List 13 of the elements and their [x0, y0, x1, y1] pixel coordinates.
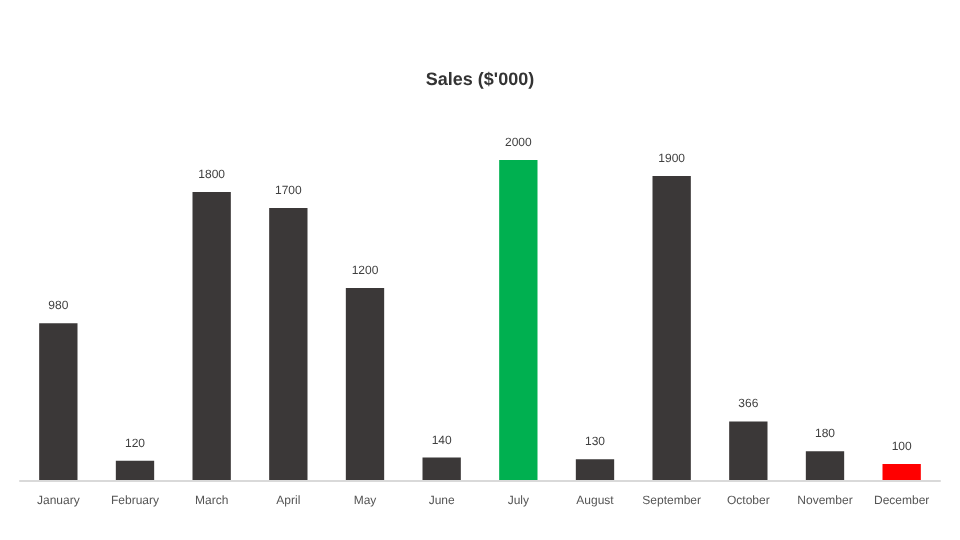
bar — [345, 288, 385, 480]
bar — [729, 421, 768, 480]
bar — [115, 460, 155, 480]
bar — [575, 459, 615, 480]
chart-title: Sales ($'000) — [425, 69, 535, 89]
bar — [805, 451, 845, 480]
bar — [499, 160, 538, 480]
bar — [422, 457, 461, 480]
bar — [652, 176, 691, 480]
bar — [269, 208, 308, 480]
bar — [192, 192, 231, 480]
bar — [39, 323, 78, 480]
bar — [882, 464, 921, 480]
